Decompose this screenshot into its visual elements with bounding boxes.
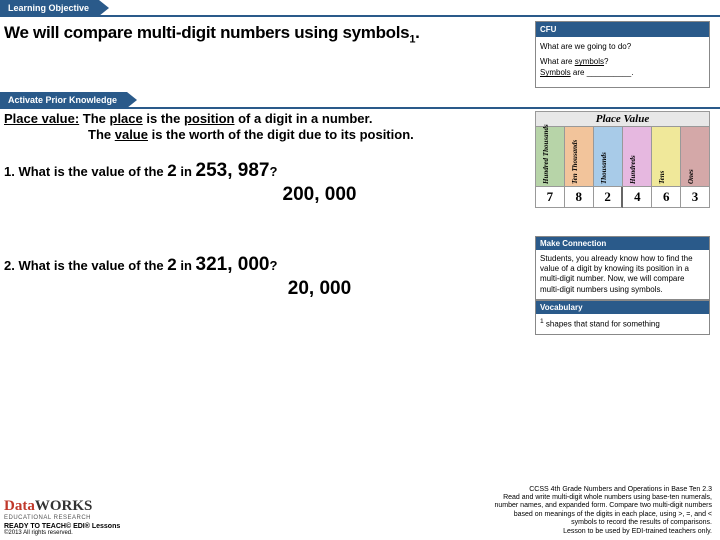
- pv-d1: 8: [565, 187, 594, 208]
- place-value-chart: Place Value Hundred Thousands Ten Thousa…: [535, 111, 710, 208]
- footer-left: DataWORKS EDUCATIONAL RESEARCH READY TO …: [4, 498, 120, 536]
- make-connection-box: Make Connection Students, you already kn…: [535, 236, 710, 301]
- vocab-head: Vocabulary: [536, 301, 709, 314]
- objective-row: We will compare multi-digit numbers usin…: [0, 17, 720, 92]
- std-l4: based on meanings of the digits in each …: [120, 511, 712, 519]
- pv-col-label-2: Thousands: [600, 152, 608, 184]
- pv-chart-title: Place Value: [535, 111, 710, 127]
- logo-sub: EDUCATIONAL RESEARCH: [4, 515, 120, 521]
- objective-post: .: [415, 23, 419, 42]
- std-l1: CCSS 4th Grade Numbers and Operations in…: [120, 486, 712, 494]
- pv-d0: 7: [536, 187, 565, 208]
- q2-q: ?: [269, 258, 277, 273]
- q2-pb: in: [177, 258, 196, 273]
- cfu-q2c: ?: [604, 57, 608, 66]
- vocab-text: shapes that stand for something: [544, 320, 660, 329]
- cfu-q3a: Symbols: [540, 68, 571, 77]
- learning-objective-tab: Learning Objective: [0, 0, 720, 17]
- pv-l1e: position: [184, 111, 235, 126]
- pv-l1b: The: [79, 111, 109, 126]
- pv-l2b: value: [115, 127, 148, 142]
- pv-chart-digits: 7 8 2 4 6 3: [535, 187, 710, 208]
- copy-text: ©2013 All rights reserved.: [4, 530, 120, 536]
- std-l2: Read and write multi-digit whole numbers…: [120, 494, 712, 502]
- q1-number: 253, 987: [196, 160, 270, 181]
- cfu-q2b: symbols: [575, 57, 604, 66]
- pv-d2: 2: [594, 187, 624, 208]
- logo-data: Data: [4, 498, 35, 514]
- pv-line2: The value is the worth of the digit due …: [4, 127, 535, 144]
- objective-text: We will compare multi-digit numbers usin…: [4, 21, 535, 45]
- q2-row: 2. What is the value of the 2 in 321, 00…: [0, 236, 720, 336]
- right-boxes: Make Connection Students, you already kn…: [535, 236, 710, 336]
- pv-l1a: Place value:: [4, 111, 79, 126]
- q2-answer: 20, 000: [104, 278, 535, 300]
- std-l6: Lesson to be used by EDI-trained teacher…: [120, 528, 712, 536]
- pv-chart-header: Hundred Thousands Ten Thousands Thousand…: [535, 127, 710, 187]
- q1-pb: in: [177, 164, 196, 179]
- logo-works: WORKS: [35, 498, 93, 514]
- tab-label: Learning Objective: [0, 0, 99, 16]
- q2-pa: 2. What is the value of the: [4, 258, 167, 273]
- q2-number: 321, 000: [196, 254, 270, 275]
- apk-tab: Activate Prior Knowledge: [0, 92, 720, 109]
- pv-l1c: place: [110, 111, 143, 126]
- pv-col-label-3: Hundreds: [629, 155, 637, 184]
- cfu-q2: What are symbols? Symbols are __________.: [540, 56, 705, 78]
- q1-pa: 1. What is the value of the: [4, 164, 167, 179]
- ready-text: READY TO TEACH© EDI® Lessons: [4, 523, 120, 530]
- std-l3: number names, and expanded form. Compare…: [120, 502, 712, 510]
- pv-col-3: Hundreds: [623, 127, 652, 187]
- mc-body: Students, you already know how to find t…: [536, 250, 709, 300]
- pv-col-1: Ten Thousands: [565, 127, 594, 187]
- footer: DataWORKS EDUCATIONAL RESEARCH READY TO …: [4, 486, 712, 536]
- pv-l2a: The: [88, 127, 115, 142]
- pv-col-label-4: Tens: [658, 170, 666, 183]
- cfu-body: What are we going to do? What are symbol…: [536, 37, 709, 87]
- pv-l1f: of a digit in a number.: [234, 111, 372, 126]
- tab-label-apk: Activate Prior Knowledge: [0, 92, 127, 108]
- footer-right: CCSS 4th Grade Numbers and Operations in…: [120, 486, 712, 536]
- q2-left: 2. What is the value of the 2 in 321, 00…: [4, 236, 535, 336]
- pv-l2c: is the worth of the digit due to its pos…: [148, 127, 414, 142]
- std-l5: symbols to record the results of compari…: [120, 519, 712, 527]
- pv-col-4: Tens: [652, 127, 681, 187]
- place-value-def: Place value: The place is the position o…: [4, 109, 535, 151]
- apk-row: Place value: The place is the position o…: [0, 109, 720, 208]
- cfu-q1: What are we going to do?: [540, 41, 705, 52]
- pv-col-0: Hundred Thousands: [536, 127, 565, 187]
- pv-d4: 6: [652, 187, 681, 208]
- q1-answer: 200, 000: [104, 184, 535, 206]
- pv-col-label-5: Ones: [687, 169, 695, 184]
- q1-digit: 2: [167, 161, 176, 180]
- question-2: 2. What is the value of the 2 in 321, 00…: [4, 254, 535, 276]
- cfu-box: CFU What are we going to do? What are sy…: [535, 21, 710, 88]
- pv-col-5: Ones: [681, 127, 710, 187]
- pv-l1d: is the: [143, 111, 184, 126]
- pv-col-label-0: Hundred Thousands: [542, 124, 550, 184]
- vocab-body: 1 shapes that stand for something: [536, 314, 709, 334]
- logo: DataWORKS: [4, 498, 120, 515]
- mc-head: Make Connection: [536, 237, 709, 250]
- pv-d3: 4: [623, 187, 652, 208]
- q2-digit: 2: [167, 255, 176, 274]
- cfu-q2a: What are: [540, 57, 575, 66]
- vocabulary-box: Vocabulary 1 shapes that stand for somet…: [535, 300, 710, 335]
- q1-q: ?: [269, 164, 277, 179]
- apk-left: Place value: The place is the position o…: [4, 109, 535, 208]
- objective-pre: We will compare multi-digit numbers usin…: [4, 23, 409, 42]
- pv-col-2: Thousands: [594, 127, 623, 187]
- pv-d5: 3: [681, 187, 710, 208]
- cfu-q3b: are __________.: [571, 68, 634, 77]
- cfu-head: CFU: [536, 22, 709, 37]
- question-1: 1. What is the value of the 2 in 253, 98…: [4, 160, 535, 182]
- pv-col-label-1: Ten Thousands: [571, 139, 579, 183]
